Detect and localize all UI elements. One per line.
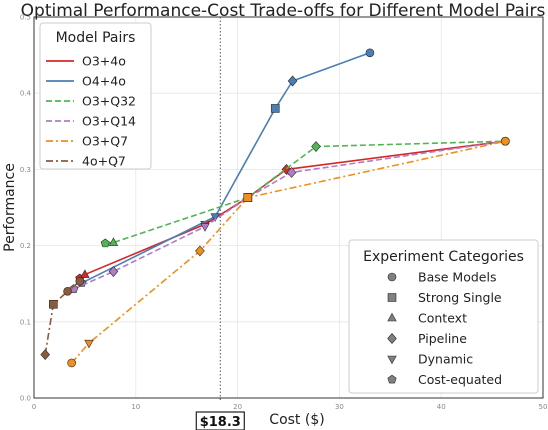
experiment-categories-legend: Experiment Categories Base Models Strong S… [348, 239, 539, 394]
x-tick-label: 10 [131, 403, 140, 411]
data-point [80, 269, 90, 278]
data-point [270, 104, 280, 113]
legend-title: Experiment Categories [363, 249, 524, 265]
data-point [63, 287, 72, 296]
y-tick-label: 0.5 [20, 14, 31, 22]
data-point [210, 213, 220, 222]
legend-label: O3+Q14 [82, 114, 136, 129]
y-tick-label: 0.2 [20, 242, 31, 250]
model-pairs-legend: Model Pairs O3+4o O4+4o O3+Q32 O3+Q14 O3+Q7 4o… [39, 22, 152, 170]
data-point [501, 136, 510, 146]
y-axis-title: Performance [2, 163, 18, 252]
plot-frame [33, 16, 544, 399]
legend-label: Context [418, 311, 467, 326]
x-tick-label: 50 [539, 403, 548, 411]
legend-label: Strong Single [418, 290, 502, 305]
data-point [108, 266, 119, 277]
legend-marker [387, 272, 397, 282]
legend-title: Model Pairs [56, 30, 136, 46]
x-tick-label: 20 [233, 403, 242, 411]
cost-annotation: $18.3 [195, 411, 245, 430]
data-point [100, 238, 110, 248]
data-point [287, 75, 298, 87]
series-o3-q32 [100, 136, 510, 248]
legend-label: Cost-equated [418, 372, 502, 387]
x-tick-label: 30 [335, 403, 344, 411]
legend-marker [387, 293, 397, 302]
legend-label: Pipeline [418, 331, 467, 346]
series-line [105, 140, 506, 245]
legend-label: Dynamic [418, 352, 473, 367]
series-o3-q7 [67, 136, 510, 368]
y-tick-label: 0.1 [20, 318, 31, 326]
data-point [84, 339, 94, 349]
data-point [365, 48, 375, 58]
legend-label: O3+Q7 [82, 134, 128, 149]
series-group [40, 48, 510, 368]
data-point [108, 237, 119, 246]
legend-label: Base Models [418, 270, 496, 285]
data-point [67, 358, 76, 368]
legend-marker [387, 355, 397, 365]
data-point [40, 349, 50, 361]
legend-label: O3+4o [82, 54, 126, 69]
legend-marker [387, 374, 397, 384]
data-point [286, 166, 297, 178]
legend-frame [39, 22, 152, 170]
data-point [195, 245, 205, 257]
data-point [49, 299, 58, 309]
data-point [200, 223, 210, 232]
legend-label: 4o+Q7 [82, 154, 126, 169]
legend-label: O3+Q32 [82, 94, 136, 109]
series-line [73, 140, 506, 290]
y-tick-label: 0.0 [20, 395, 31, 403]
tick-labels: 0 10 20 30 40 50 0.0 0.1 0.2 0.3 0.4 0.5 [20, 14, 548, 412]
legend-marker [387, 333, 397, 344]
series-line [44, 280, 81, 355]
series-4o-q7 [40, 277, 85, 361]
data-point [311, 141, 321, 152]
legend-frame [348, 239, 539, 394]
legend-marker [387, 312, 397, 322]
x-axis-title: Cost ($) [269, 412, 324, 428]
x-tick-label: 0 [32, 403, 36, 411]
y-tick-label: 0.4 [20, 90, 32, 98]
y-tick-label: 0.3 [20, 166, 31, 174]
data-point [75, 277, 85, 286]
x-tick-label: 40 [437, 403, 446, 411]
data-point [243, 193, 253, 202]
cost-annotation-label: $18.3 [200, 415, 241, 430]
cost-annotation-box [195, 411, 245, 430]
chart-title: Optimal Performance-Cost Trade-offs for … [21, 1, 546, 21]
legend-label: O4+4o [82, 74, 126, 89]
